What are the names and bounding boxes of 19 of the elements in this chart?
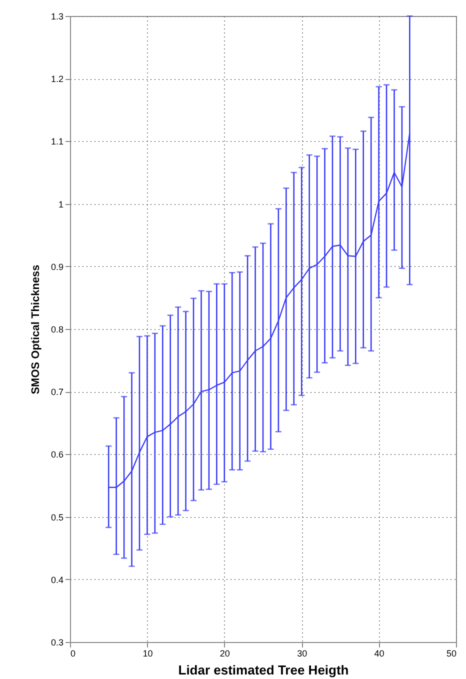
x-tick-label: 50 <box>446 648 456 658</box>
x-axis-title: Lidar estimated Tree Heigth <box>178 662 349 678</box>
y-tick-label: 0.3 <box>50 638 64 648</box>
x-tick-label: 20 <box>220 648 230 658</box>
y-tick-label: 0.5 <box>50 512 64 522</box>
y-tick-label: 0.6 <box>50 450 64 460</box>
y-tick-label: 1.1 <box>50 136 64 147</box>
x-tick-label: 30 <box>297 648 308 658</box>
x-tick-label: 0 <box>70 648 76 658</box>
x-tick-label: 40 <box>374 648 384 658</box>
y-tick-label: 0.4 <box>50 574 64 585</box>
y-tick-label: 1.2 <box>50 74 64 84</box>
y-tick-label: 1 <box>58 199 64 210</box>
y-tick-label: 0.8 <box>50 324 64 334</box>
x-tick-label: 10 <box>142 648 153 658</box>
y-tick-label: 1.3 <box>50 12 64 22</box>
y-tick-label: 0.9 <box>50 262 64 272</box>
y-tick-label: 0.7 <box>50 387 64 398</box>
y-axis-title: SMOS Optical Thickness <box>30 264 42 394</box>
